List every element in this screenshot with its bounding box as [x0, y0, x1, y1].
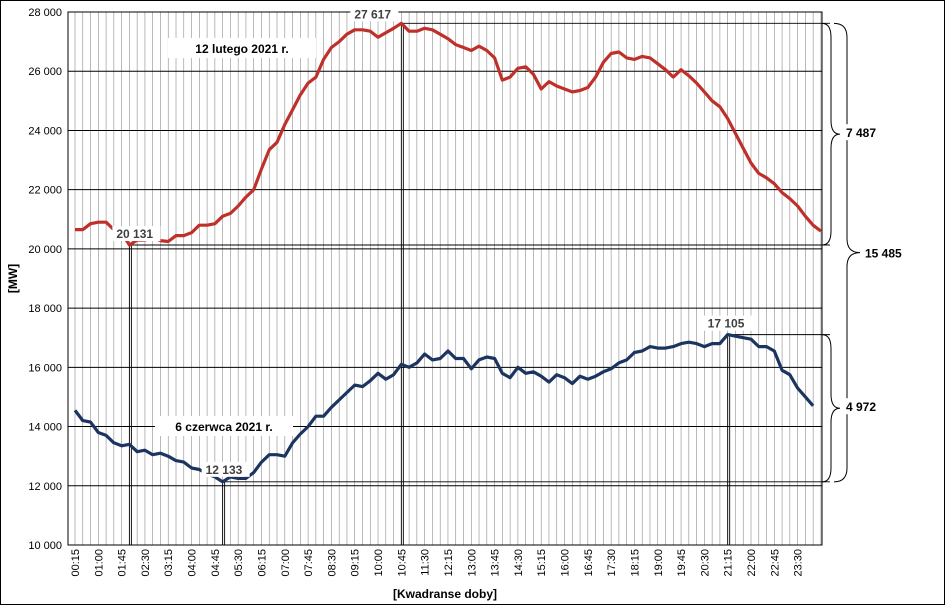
- x-tick-label: 00:15: [70, 549, 82, 577]
- x-tick-label: 19:00: [653, 549, 665, 577]
- x-tick-label: 01:45: [117, 549, 129, 577]
- range-brace: [821, 334, 841, 483]
- x-axis-title: [Kwadranse doby]: [393, 587, 497, 601]
- x-tick-label: 03:15: [163, 549, 175, 577]
- x-tick-label: 08:30: [326, 549, 338, 577]
- value-label-box: [350, 6, 399, 22]
- value-label-box: [112, 226, 161, 242]
- value-label-box: [703, 315, 752, 331]
- x-tick-label: 18:15: [629, 549, 641, 577]
- series-line-2: [73, 333, 815, 484]
- y-tick-label: 28 000: [28, 7, 62, 19]
- y-tick-label: 10 000: [28, 540, 62, 552]
- series-name-label: 12 lutego 2021 r.: [195, 42, 288, 56]
- value-label-box: [201, 461, 250, 477]
- range-brace: [833, 22, 861, 483]
- x-tick-label: 09:15: [350, 549, 362, 577]
- x-tick-label: 10:45: [396, 549, 408, 577]
- range-value-label: 7 487: [846, 126, 876, 140]
- x-tick-label: 15:15: [536, 549, 548, 577]
- extreme-value-label: 12 133: [206, 463, 243, 477]
- x-tick-label: 21:15: [723, 549, 735, 577]
- series-label-box: [155, 416, 293, 436]
- x-tick-label: 17:30: [606, 549, 618, 577]
- x-tick-label: 04:45: [210, 549, 222, 577]
- x-tick-label: 07:00: [280, 549, 292, 577]
- range-value-label: 4 972: [846, 400, 876, 414]
- x-tick-label: 13:45: [490, 549, 502, 577]
- series-label-box: [168, 38, 316, 58]
- x-tick-label: 12:15: [443, 549, 455, 577]
- extreme-value-label: 20 131: [116, 227, 153, 241]
- range-value-label: 15 485: [865, 247, 902, 261]
- extreme-value-label: 27 617: [354, 7, 391, 21]
- x-tick-label: 22:00: [746, 549, 758, 577]
- x-tick-label: 14:30: [513, 549, 525, 577]
- x-tick-label: 02:30: [140, 549, 152, 577]
- range-label-box: [842, 398, 884, 415]
- range-label-box: [842, 124, 884, 141]
- x-tick-label: 10:00: [373, 549, 385, 577]
- x-tick-label: 23:30: [793, 549, 805, 577]
- x-tick-label: 07:45: [303, 549, 315, 577]
- y-axis-title: [MW]: [6, 264, 20, 293]
- y-tick-label: 26 000: [28, 66, 62, 78]
- y-tick-label: 24 000: [28, 125, 62, 137]
- range-brace: [821, 22, 841, 246]
- y-tick-label: 18 000: [28, 303, 62, 315]
- y-tick-label: 12 000: [28, 481, 62, 493]
- extreme-value-label: 17 105: [708, 317, 745, 331]
- y-tick-label: 22 000: [28, 185, 62, 197]
- y-tick-label: 20 000: [28, 244, 62, 256]
- x-tick-label: 20:30: [699, 549, 711, 577]
- x-tick-label: 06:15: [256, 549, 268, 577]
- plot-area: [67, 11, 823, 546]
- x-tick-label: 05:30: [233, 549, 245, 577]
- x-tick-label: 16:00: [560, 549, 572, 577]
- series-line-1: [75, 21, 822, 247]
- series-name-label: 6 czerwca 2021 r.: [175, 420, 272, 434]
- x-tick-label: 11:30: [420, 549, 432, 576]
- x-tick-label: 13:00: [466, 549, 478, 577]
- x-tick-label: 19:45: [676, 549, 688, 577]
- x-tick-label: 04:00: [187, 549, 199, 577]
- x-tick-label: 16:45: [583, 549, 595, 577]
- y-tick-label: 16 000: [28, 362, 62, 374]
- x-tick-label: 01:00: [93, 549, 105, 577]
- y-tick-label: 14 000: [28, 422, 62, 434]
- x-tick-label: 22:45: [769, 549, 781, 577]
